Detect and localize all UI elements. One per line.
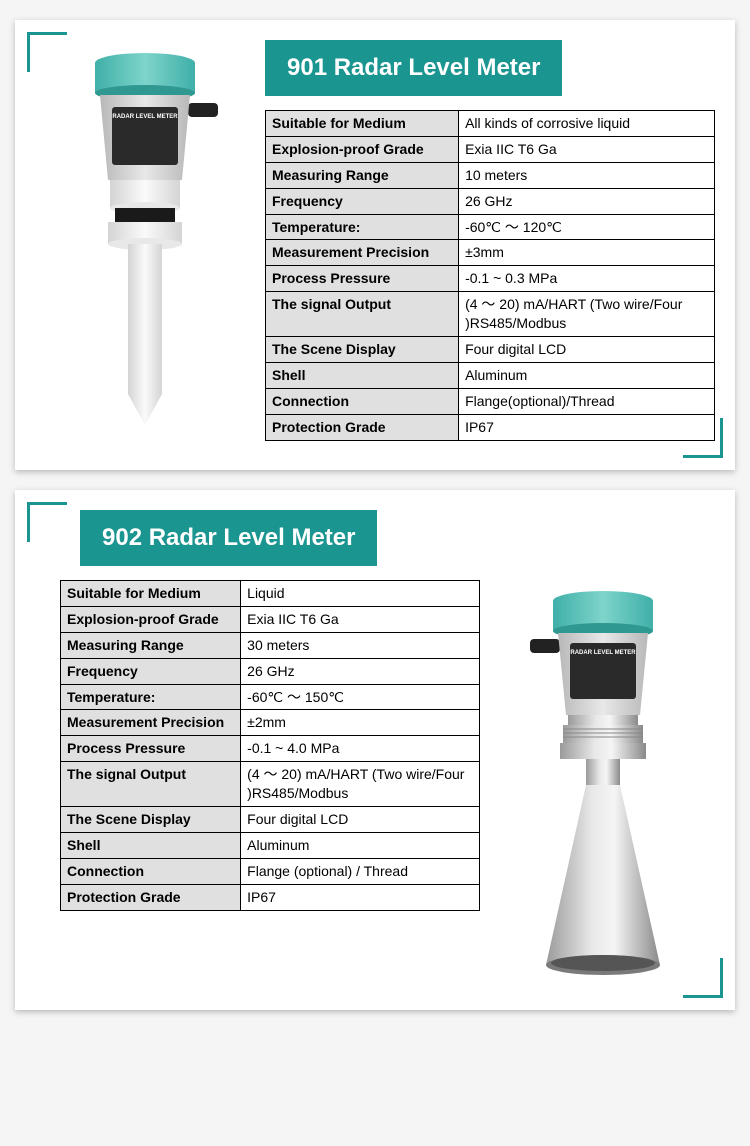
spec-label: Measurement Precision bbox=[266, 240, 459, 266]
svg-text:RADAR LEVEL METER: RADAR LEVEL METER bbox=[112, 114, 178, 120]
spec-label: Connection bbox=[266, 388, 459, 414]
product-title: 902 Radar Level Meter bbox=[80, 510, 377, 566]
corner-decoration bbox=[27, 502, 67, 542]
spec-label: The Scene Display bbox=[266, 337, 459, 363]
spec-value: Flange (optional) / Thread bbox=[241, 858, 480, 884]
spec-value: IP67 bbox=[459, 414, 715, 440]
corner-decoration bbox=[683, 958, 723, 998]
spec-value: All kinds of corrosive liquid bbox=[459, 111, 715, 137]
spec-value: Flange(optional)/Thread bbox=[459, 388, 715, 414]
table-row: Protection GradeIP67 bbox=[61, 884, 480, 910]
spec-label: Explosion-proof Grade bbox=[266, 136, 459, 162]
table-row: Measurement Precision±3mm bbox=[266, 240, 715, 266]
spec-table-901: Suitable for MediumAll kinds of corrosiv… bbox=[265, 110, 715, 441]
spec-label: Frequency bbox=[61, 658, 241, 684]
table-row: Frequency26 GHz bbox=[61, 658, 480, 684]
table-row: The signal Output(4 ～ 20) mA/HART (Two w… bbox=[61, 762, 480, 807]
spec-label: Shell bbox=[61, 832, 241, 858]
table-row: Frequency26 GHz bbox=[266, 188, 715, 214]
spec-label: Temperature: bbox=[61, 684, 241, 710]
spec-label: The Scene Display bbox=[61, 807, 241, 833]
spec-label: Shell bbox=[266, 362, 459, 388]
spec-label: Protection Grade bbox=[61, 884, 241, 910]
table-row: Suitable for MediumAll kinds of corrosiv… bbox=[266, 111, 715, 137]
spec-label: Connection bbox=[61, 858, 241, 884]
table-row: The Scene DisplayFour digital LCD bbox=[266, 337, 715, 363]
spec-value: ±3mm bbox=[459, 240, 715, 266]
product-image-902: RADAR LEVEL METER bbox=[490, 580, 705, 985]
table-row: Explosion-proof GradeExia IIC T6 Ga bbox=[61, 606, 480, 632]
radar-meter-plastic-icon: RADAR LEVEL METER bbox=[60, 45, 230, 445]
product-card-901: RADAR LEVEL METER 901 Radar Level Meter … bbox=[15, 20, 735, 470]
table-row: Suitable for MediumLiquid bbox=[61, 581, 480, 607]
table-row: ShellAluminum bbox=[61, 832, 480, 858]
spec-label: Process Pressure bbox=[61, 736, 241, 762]
corner-decoration bbox=[683, 418, 723, 458]
svg-text:RADAR LEVEL METER: RADAR LEVEL METER bbox=[570, 650, 636, 656]
table-row: Protection GradeIP67 bbox=[266, 414, 715, 440]
table-row: Measuring Range10 meters bbox=[266, 162, 715, 188]
table-row: ConnectionFlange(optional)/Thread bbox=[266, 388, 715, 414]
spec-label: Measuring Range bbox=[61, 632, 241, 658]
table-row: Process Pressure-0.1 ~ 4.0 MPa bbox=[61, 736, 480, 762]
spec-value: -60℃ ～ 120℃ bbox=[459, 214, 715, 240]
table-row: Measurement Precision±2mm bbox=[61, 710, 480, 736]
spec-value: Aluminum bbox=[459, 362, 715, 388]
table-row: ShellAluminum bbox=[266, 362, 715, 388]
table-row: Measuring Range30 meters bbox=[61, 632, 480, 658]
table-row: The Scene DisplayFour digital LCD bbox=[61, 807, 480, 833]
product-image-901: RADAR LEVEL METER bbox=[35, 40, 255, 445]
product-title: 901 Radar Level Meter bbox=[265, 40, 562, 96]
spec-value: 26 GHz bbox=[241, 658, 480, 684]
spec-value: Four digital LCD bbox=[459, 337, 715, 363]
spec-label: The signal Output bbox=[266, 292, 459, 337]
table-row: Explosion-proof GradeExia IIC T6 Ga bbox=[266, 136, 715, 162]
table-row: Process Pressure-0.1 ~ 0.3 MPa bbox=[266, 266, 715, 292]
spec-value: (4 ～ 20) mA/HART (Two wire/Four )RS485/M… bbox=[459, 292, 715, 337]
spec-value: Liquid bbox=[241, 581, 480, 607]
spec-value: 26 GHz bbox=[459, 188, 715, 214]
spec-value: -0.1 ~ 4.0 MPa bbox=[241, 736, 480, 762]
spec-value: IP67 bbox=[241, 884, 480, 910]
spec-value: Exia IIC T6 Ga bbox=[459, 136, 715, 162]
radar-meter-horn-icon: RADAR LEVEL METER bbox=[508, 585, 688, 985]
corner-decoration bbox=[27, 32, 67, 72]
table-row: Temperature:-60℃ ～ 150℃ bbox=[61, 684, 480, 710]
spec-label: Frequency bbox=[266, 188, 459, 214]
table-row: ConnectionFlange (optional) / Thread bbox=[61, 858, 480, 884]
spec-label: Process Pressure bbox=[266, 266, 459, 292]
spec-label: Temperature: bbox=[266, 214, 459, 240]
spec-label: Measurement Precision bbox=[61, 710, 241, 736]
table-row: Temperature:-60℃ ～ 120℃ bbox=[266, 214, 715, 240]
spec-label: The signal Output bbox=[61, 762, 241, 807]
spec-table-902: Suitable for MediumLiquidExplosion-proof… bbox=[60, 580, 480, 911]
spec-value: ±2mm bbox=[241, 710, 480, 736]
table-row: The signal Output(4 ～ 20) mA/HART (Two w… bbox=[266, 292, 715, 337]
spec-value: -60℃ ～ 150℃ bbox=[241, 684, 480, 710]
spec-value: Four digital LCD bbox=[241, 807, 480, 833]
spec-value: -0.1 ~ 0.3 MPa bbox=[459, 266, 715, 292]
spec-value: Aluminum bbox=[241, 832, 480, 858]
spec-label: Protection Grade bbox=[266, 414, 459, 440]
spec-value: 30 meters bbox=[241, 632, 480, 658]
spec-label: Measuring Range bbox=[266, 162, 459, 188]
spec-label: Suitable for Medium bbox=[61, 581, 241, 607]
spec-label: Suitable for Medium bbox=[266, 111, 459, 137]
spec-value: Exia IIC T6 Ga bbox=[241, 606, 480, 632]
spec-value: (4 ～ 20) mA/HART (Two wire/Four )RS485/M… bbox=[241, 762, 480, 807]
spec-value: 10 meters bbox=[459, 162, 715, 188]
product-card-902: 902 Radar Level Meter Suitable for Mediu… bbox=[15, 490, 735, 1010]
spec-label: Explosion-proof Grade bbox=[61, 606, 241, 632]
